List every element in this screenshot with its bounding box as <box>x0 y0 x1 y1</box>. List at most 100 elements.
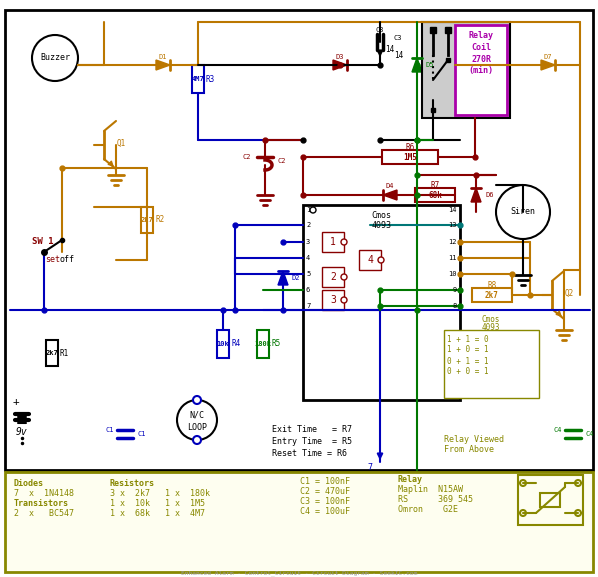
Bar <box>141 207 153 233</box>
Text: Relay: Relay <box>398 475 423 485</box>
Text: R6: R6 <box>405 143 414 152</box>
Text: RS      369 545: RS 369 545 <box>398 496 473 504</box>
Text: Q2: Q2 <box>565 288 574 298</box>
Text: 14: 14 <box>394 51 403 61</box>
Bar <box>46 340 58 366</box>
Polygon shape <box>156 60 170 70</box>
Bar <box>472 288 512 302</box>
Text: C3: C3 <box>394 35 402 41</box>
Text: C1 = 100nF: C1 = 100nF <box>300 478 350 486</box>
Bar <box>322 232 344 252</box>
Text: Coil: Coil <box>471 43 491 51</box>
Text: 2k7: 2k7 <box>141 217 153 223</box>
Text: 2  x   BC547: 2 x BC547 <box>14 508 74 518</box>
Bar <box>518 475 583 525</box>
Text: D1: D1 <box>158 54 167 60</box>
Text: 2: 2 <box>330 272 336 282</box>
Text: 2: 2 <box>306 222 310 228</box>
Text: D7: D7 <box>544 54 552 60</box>
Bar <box>5 10 593 470</box>
Circle shape <box>177 400 217 440</box>
Text: 1 + 1 = 0: 1 + 1 = 0 <box>447 335 489 343</box>
Polygon shape <box>383 190 397 200</box>
Text: N/C: N/C <box>190 410 205 419</box>
Text: 1 + 0 = 1: 1 + 0 = 1 <box>447 346 489 354</box>
Text: From Above: From Above <box>444 445 494 455</box>
Text: 11: 11 <box>448 255 457 261</box>
Text: D4: D4 <box>386 183 394 189</box>
Text: 0 + 0 = 1: 0 + 0 = 1 <box>447 368 489 377</box>
Text: LOOP: LOOP <box>187 422 207 432</box>
Text: (min): (min) <box>468 66 493 76</box>
Text: 68k: 68k <box>428 190 442 200</box>
Bar <box>382 150 438 164</box>
Text: 8: 8 <box>453 303 457 309</box>
Text: R8: R8 <box>487 280 496 290</box>
Text: C2: C2 <box>243 154 251 160</box>
Text: 10k: 10k <box>216 341 230 347</box>
Bar <box>415 188 455 202</box>
Text: R4: R4 <box>231 339 240 349</box>
Text: +: + <box>13 397 19 407</box>
Text: 4093: 4093 <box>371 220 392 230</box>
Text: C4 = 100uF: C4 = 100uF <box>300 508 350 516</box>
Text: 0 + 1 = 1: 0 + 1 = 1 <box>447 357 489 365</box>
Circle shape <box>193 436 201 444</box>
Text: Exit Time   = R7: Exit Time = R7 <box>272 425 352 434</box>
Text: D6: D6 <box>485 192 493 198</box>
Text: Cmos: Cmos <box>482 316 501 324</box>
Text: C2: C2 <box>277 158 285 164</box>
Text: C4: C4 <box>554 427 562 433</box>
Text: Enhanced Alarm - Control_Circuit - Circuit Diagram - SeekIC.com: Enhanced Alarm - Control_Circuit - Circu… <box>181 570 417 576</box>
Text: R3: R3 <box>206 74 215 84</box>
Text: 2k7: 2k7 <box>45 350 59 356</box>
Circle shape <box>310 207 316 213</box>
Text: D2: D2 <box>292 275 301 281</box>
Text: Omron    G2E: Omron G2E <box>398 505 458 515</box>
Text: Resistors: Resistors <box>110 478 155 488</box>
Circle shape <box>575 510 581 516</box>
Text: C4: C4 <box>585 431 593 437</box>
Text: Q1: Q1 <box>117 138 126 148</box>
Bar <box>455 25 507 115</box>
Text: 12: 12 <box>448 239 457 245</box>
Text: 9v: 9v <box>16 427 28 437</box>
Text: SW 1: SW 1 <box>32 238 53 246</box>
Text: 14: 14 <box>448 207 457 213</box>
Polygon shape <box>412 58 422 72</box>
Circle shape <box>193 396 201 404</box>
Text: 3: 3 <box>306 239 310 245</box>
Text: R5: R5 <box>271 339 280 349</box>
Text: R7: R7 <box>431 181 440 189</box>
Text: 1: 1 <box>330 237 336 247</box>
Circle shape <box>32 35 78 81</box>
Polygon shape <box>471 188 481 202</box>
Bar <box>217 330 229 358</box>
Text: set: set <box>45 256 60 264</box>
Bar <box>359 250 381 270</box>
Text: 14: 14 <box>385 46 394 54</box>
Text: C3 = 100nF: C3 = 100nF <box>300 497 350 507</box>
Text: C2 = 470uF: C2 = 470uF <box>300 488 350 496</box>
Text: Relay: Relay <box>468 31 493 39</box>
Text: 1 x  68k   1 x  4M7: 1 x 68k 1 x 4M7 <box>110 508 205 518</box>
Text: 4M7: 4M7 <box>191 76 205 82</box>
Bar <box>322 267 344 287</box>
Polygon shape <box>278 271 288 285</box>
Text: Maplin  N15AW: Maplin N15AW <box>398 485 463 494</box>
Text: Cmos: Cmos <box>371 211 392 219</box>
Text: C3: C3 <box>376 27 385 33</box>
Bar <box>322 290 344 310</box>
Text: 7: 7 <box>306 303 310 309</box>
Text: 6: 6 <box>306 287 310 293</box>
Text: Relay Viewed: Relay Viewed <box>444 436 504 444</box>
Text: 4093: 4093 <box>482 323 501 332</box>
Text: 1: 1 <box>306 207 310 213</box>
Text: C1: C1 <box>105 427 114 433</box>
Bar <box>303 205 460 400</box>
Text: 4: 4 <box>367 255 373 265</box>
Text: Diodes: Diodes <box>14 478 44 488</box>
Bar <box>422 22 510 118</box>
Bar <box>5 472 593 572</box>
Bar <box>192 65 204 93</box>
